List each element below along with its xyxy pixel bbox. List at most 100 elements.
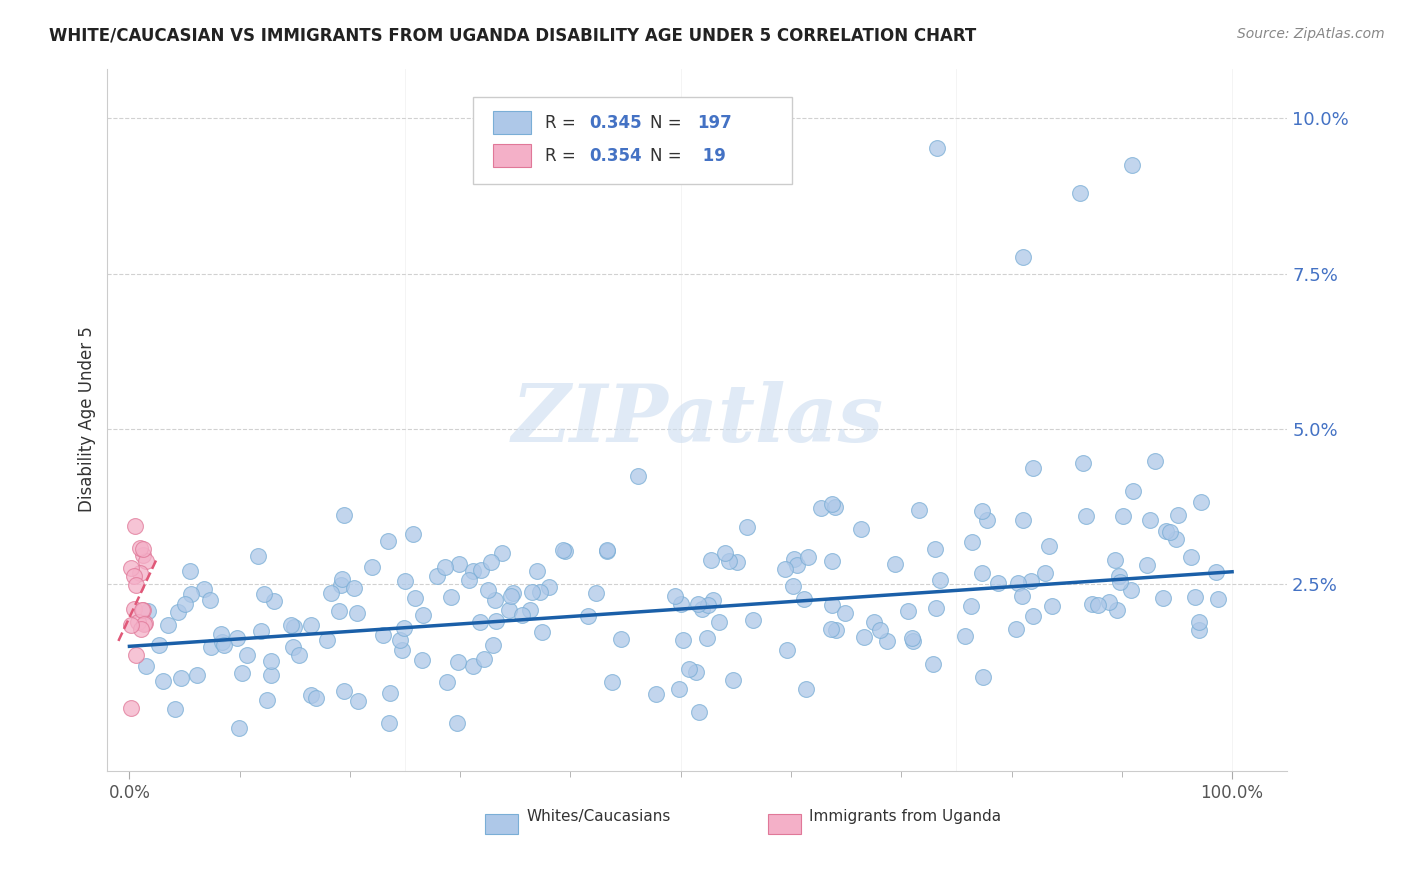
Text: Source: ZipAtlas.com: Source: ZipAtlas.com bbox=[1237, 27, 1385, 41]
Point bbox=[1189, 494, 1212, 508]
Point bbox=[198, 592, 221, 607]
Point bbox=[333, 508, 356, 522]
Point bbox=[529, 584, 551, 599]
Point bbox=[1188, 623, 1211, 637]
Point bbox=[328, 604, 350, 618]
Point bbox=[596, 543, 619, 558]
Point bbox=[924, 542, 946, 557]
Point bbox=[526, 565, 548, 579]
Point bbox=[1136, 558, 1159, 572]
Point bbox=[211, 635, 233, 649]
Text: N =: N = bbox=[650, 113, 688, 132]
Point bbox=[1007, 576, 1029, 591]
Point bbox=[433, 560, 456, 574]
Point bbox=[1104, 552, 1126, 566]
Point bbox=[436, 675, 458, 690]
Point bbox=[678, 662, 700, 676]
Point bbox=[1180, 549, 1202, 564]
Point bbox=[280, 618, 302, 632]
Point bbox=[319, 586, 342, 600]
Point bbox=[1166, 532, 1188, 546]
Point bbox=[458, 573, 481, 587]
Point bbox=[510, 608, 533, 623]
Point bbox=[970, 566, 993, 580]
Point bbox=[127, 615, 149, 629]
Point bbox=[530, 624, 553, 639]
Text: R =: R = bbox=[546, 113, 581, 132]
Point bbox=[209, 626, 232, 640]
Point bbox=[1205, 566, 1227, 580]
Point bbox=[377, 533, 399, 548]
Point bbox=[120, 701, 142, 715]
Point bbox=[821, 598, 844, 612]
Text: Whites/Caucasians: Whites/Caucasians bbox=[526, 809, 671, 823]
Point bbox=[1011, 513, 1033, 527]
Point bbox=[897, 604, 920, 618]
Text: 197: 197 bbox=[697, 113, 733, 132]
Point bbox=[167, 605, 190, 619]
Text: N =: N = bbox=[650, 146, 688, 165]
Point bbox=[685, 665, 707, 679]
FancyBboxPatch shape bbox=[494, 145, 531, 167]
Point bbox=[131, 542, 153, 557]
Point bbox=[193, 582, 215, 596]
Point bbox=[394, 574, 416, 589]
Point bbox=[228, 721, 250, 735]
Point bbox=[247, 549, 270, 563]
Point bbox=[821, 497, 844, 511]
Point bbox=[776, 642, 799, 657]
Point bbox=[1107, 602, 1129, 616]
Point bbox=[1033, 566, 1056, 580]
Point bbox=[498, 603, 520, 617]
Point bbox=[125, 578, 148, 592]
Point bbox=[470, 563, 492, 577]
Point bbox=[786, 558, 808, 572]
Point bbox=[461, 564, 484, 578]
Point bbox=[1144, 453, 1167, 467]
Point bbox=[1081, 598, 1104, 612]
Point bbox=[1021, 461, 1043, 475]
Point bbox=[876, 634, 898, 648]
Point bbox=[157, 618, 180, 632]
Point bbox=[596, 544, 619, 558]
Point bbox=[645, 687, 668, 701]
Point bbox=[908, 503, 931, 517]
Point bbox=[538, 580, 561, 594]
Point bbox=[928, 574, 950, 588]
Point bbox=[134, 616, 156, 631]
Point bbox=[1152, 591, 1174, 605]
Point bbox=[440, 590, 463, 604]
Point bbox=[925, 141, 948, 155]
FancyBboxPatch shape bbox=[485, 814, 517, 834]
Point bbox=[793, 591, 815, 606]
Point bbox=[447, 656, 470, 670]
Point bbox=[1139, 513, 1161, 527]
Text: R =: R = bbox=[546, 146, 581, 165]
Point bbox=[287, 648, 309, 662]
Point bbox=[610, 632, 633, 646]
Point bbox=[129, 622, 152, 636]
Point bbox=[1184, 590, 1206, 604]
Point bbox=[810, 500, 832, 515]
Point bbox=[226, 631, 249, 645]
Point bbox=[697, 598, 720, 612]
Point bbox=[281, 640, 304, 655]
Point bbox=[668, 682, 690, 697]
FancyBboxPatch shape bbox=[494, 112, 531, 134]
Point bbox=[186, 668, 208, 682]
Point bbox=[333, 684, 356, 698]
Point bbox=[714, 546, 737, 560]
Point bbox=[472, 651, 495, 665]
Point bbox=[955, 629, 977, 643]
Point bbox=[1011, 589, 1033, 603]
Point bbox=[849, 522, 872, 536]
Point bbox=[1069, 186, 1091, 200]
Point bbox=[125, 648, 148, 662]
Text: 19: 19 bbox=[697, 146, 725, 165]
Point bbox=[214, 638, 236, 652]
Point bbox=[721, 673, 744, 687]
Point bbox=[1206, 592, 1229, 607]
Point bbox=[669, 598, 692, 612]
FancyBboxPatch shape bbox=[768, 814, 801, 834]
Point bbox=[976, 513, 998, 527]
